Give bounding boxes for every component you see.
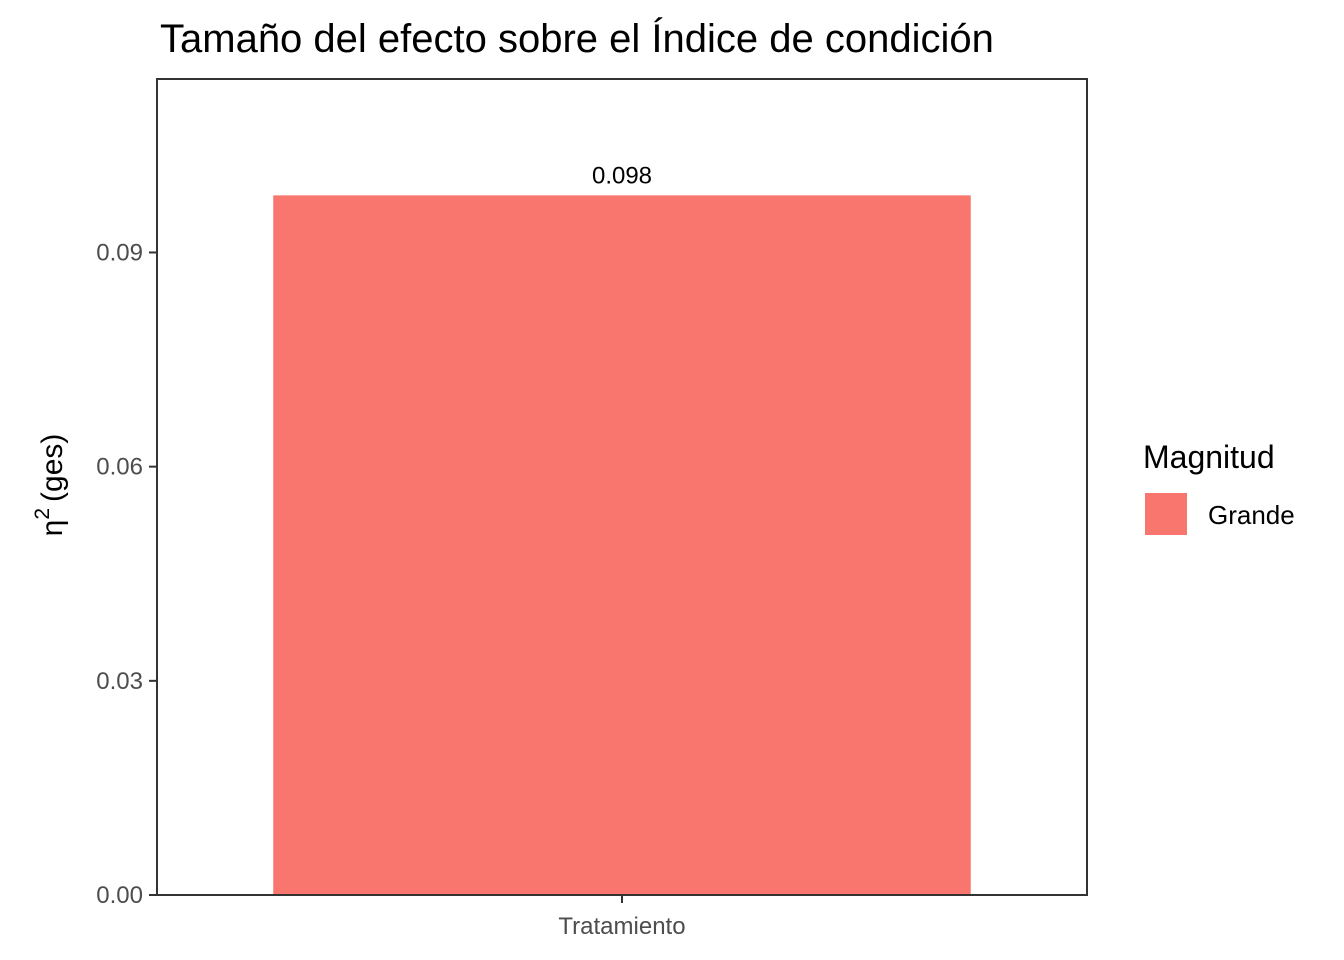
x-tick-label: Tratamiento (558, 913, 685, 940)
y-axis-title-superscript: 2 (31, 508, 54, 520)
y-tick-label: 0.06 (96, 454, 143, 481)
chart-title: Tamaño del efecto sobre el Índice de con… (160, 16, 994, 61)
legend-label: Grande (1208, 500, 1295, 530)
svg-text:η2(ges): η2 (ges) (31, 434, 69, 537)
y-axis-title: η2 (ges) (31, 434, 69, 537)
legend-swatch (1145, 493, 1187, 535)
y-tick-label: 0.09 (96, 239, 143, 266)
legend: Magnitud Grande (1143, 439, 1295, 535)
data-label-tratamiento: 0.098 (592, 162, 652, 189)
plot-area: 0.098 Tratamiento 0.00 0.03 0.06 0.09 (96, 78, 1088, 940)
legend-title: Magnitud (1143, 439, 1275, 475)
bar-tratamiento (273, 195, 971, 896)
y-axis-title-text: (ges) (36, 434, 69, 502)
y-axis-title-symbol: η (36, 520, 69, 537)
y-tick-label: 0.03 (96, 668, 143, 695)
legend-entries: Grande (1145, 493, 1295, 535)
y-tick-label: 0.00 (96, 882, 143, 909)
panel-border (156, 78, 1088, 896)
